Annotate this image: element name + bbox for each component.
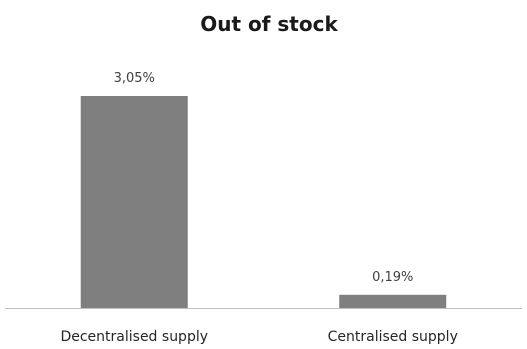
category-label-1: Centralised supply: [328, 329, 458, 345]
bar-1: [339, 294, 447, 308]
bar-0: [80, 96, 188, 308]
data-label-0: 3,05%: [114, 71, 155, 86]
category-label-0: Decentralised supply: [60, 329, 208, 345]
data-label-1: 0,19%: [372, 270, 413, 285]
chart-title: Out of stock: [200, 12, 338, 36]
plot-area: 3,05% Decentralised supply 0,19% Centralise…: [5, 71, 522, 345]
